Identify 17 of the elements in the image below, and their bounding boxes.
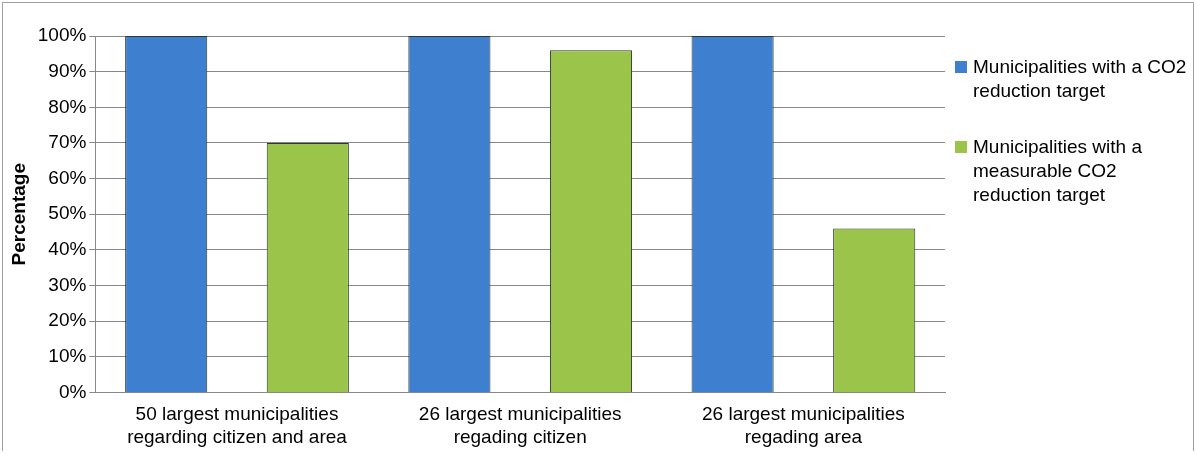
y-tick-label: 90% [48,59,87,81]
y-tick-label: 60% [48,166,87,188]
legend-label: Municipalities with a CO2 reduction target [973,55,1188,103]
x-tick-label: 26 largest municipalities regading area [702,403,905,447]
y-tick-label: 70% [48,131,87,153]
y-tick-label: 10% [48,344,87,366]
y-tick-label: 20% [48,309,87,331]
y-tick-label: 0% [58,380,87,402]
y-tick-label: 100% [37,24,87,46]
y-tick-label: 40% [48,238,87,260]
y-axis-title: Percentage [7,162,29,266]
legend-label: Municipalities with a measurable CO2 reduction target [973,135,1143,207]
y-tick-label: 80% [48,95,87,117]
y-tick-label: 30% [48,273,87,295]
x-tick-label: 50 largest municipalities regarding citizen and area [127,403,348,447]
y-tick-label: 50% [48,202,87,224]
x-tick-label: 26 largest municipalities regading citizen [418,403,622,447]
